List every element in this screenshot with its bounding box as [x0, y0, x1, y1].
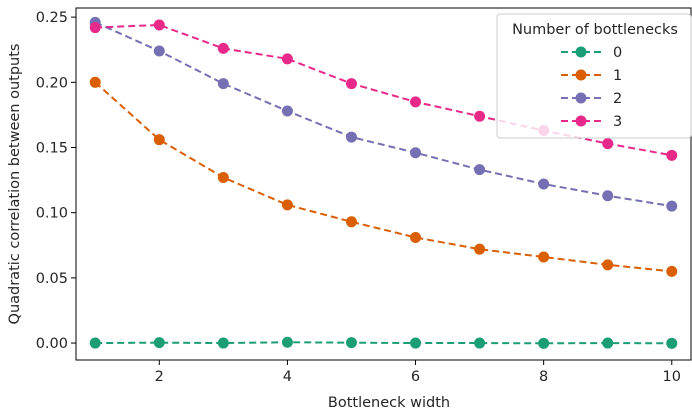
- data-point: [666, 149, 678, 161]
- x-tick-label: 6: [411, 369, 420, 385]
- data-point: [345, 131, 357, 143]
- series-line: [95, 341, 672, 345]
- data-point: [474, 164, 486, 176]
- legend-label: 2: [613, 91, 622, 107]
- data-point: [602, 190, 614, 202]
- legend-swatch-marker: [575, 92, 587, 104]
- data-point: [538, 178, 550, 190]
- data-point: [602, 259, 614, 271]
- data-point: [345, 216, 357, 228]
- data-point: [153, 337, 165, 349]
- data-point: [153, 134, 165, 146]
- data-point: [89, 22, 101, 34]
- data-point: [153, 45, 165, 57]
- legend-title: Number of bottlenecks: [512, 22, 678, 38]
- legend: Number of bottlenecks 0 1 2 3: [496, 13, 692, 139]
- data-point: [538, 337, 550, 349]
- data-point: [474, 243, 486, 255]
- data-point: [666, 200, 678, 212]
- data-point: [410, 96, 422, 108]
- data-point: [153, 19, 165, 31]
- data-point: [602, 337, 614, 349]
- data-point: [281, 53, 293, 65]
- data-point: [345, 337, 357, 349]
- series-2: [89, 16, 678, 212]
- y-axis: 0.00 0.05 0.10 0.15 0.20 0.25: [36, 10, 76, 352]
- legend-label: 1: [613, 68, 622, 84]
- data-point: [410, 147, 422, 159]
- legend-swatch-marker: [575, 46, 587, 58]
- data-point: [217, 337, 229, 349]
- legend-swatch-marker: [575, 69, 587, 81]
- y-axis-label: Quadratic correlation between outputs: [7, 44, 23, 325]
- data-point: [345, 78, 357, 90]
- series-0: [89, 336, 678, 349]
- series-1: [89, 76, 678, 277]
- plot-frame: [75, 7, 692, 361]
- data-point: [602, 138, 614, 150]
- legend-item-0: 0: [561, 45, 622, 61]
- data-point: [538, 251, 550, 263]
- series-line: [94, 21, 672, 208]
- y-tick-label: 0.15: [36, 140, 68, 156]
- data-point: [89, 76, 101, 88]
- data-point: [281, 199, 293, 211]
- x-axis: 2 4 6 8 10: [155, 360, 681, 385]
- legend-swatch-marker: [575, 115, 587, 127]
- plot-area: [75, 7, 692, 361]
- legend-item-1: 1: [561, 68, 622, 84]
- x-axis-label: Bottleneck width: [328, 395, 450, 409]
- data-point: [666, 265, 678, 277]
- data-point: [410, 231, 422, 243]
- data-point: [410, 337, 422, 349]
- y-tick-label: 0.05: [36, 271, 68, 287]
- series-line: [94, 81, 672, 273]
- data-point: [474, 337, 486, 349]
- data-point: [474, 110, 486, 122]
- y-tick-label: 0.10: [36, 206, 68, 222]
- x-tick-label: 10: [663, 369, 681, 385]
- data-point: [89, 337, 101, 349]
- legend-item-2: 2: [561, 91, 622, 107]
- data-point: [281, 336, 293, 348]
- y-tick-label: 0.20: [36, 75, 68, 91]
- data-point: [217, 42, 229, 54]
- y-tick-label: 0.00: [36, 336, 68, 352]
- series-layer: [89, 16, 678, 349]
- legend-item-3: 3: [561, 114, 622, 130]
- data-point: [217, 171, 229, 183]
- y-tick-label: 0.25: [36, 10, 68, 26]
- x-tick-label: 4: [283, 369, 292, 385]
- x-tick-label: 2: [155, 369, 164, 385]
- legend-label: 0: [613, 45, 622, 61]
- x-tick-label: 8: [539, 369, 548, 385]
- data-point: [281, 105, 293, 117]
- data-point: [217, 78, 229, 90]
- data-point: [666, 337, 678, 349]
- legend-entries: 0 1 2 3: [561, 45, 622, 130]
- legend-label: 3: [613, 114, 622, 130]
